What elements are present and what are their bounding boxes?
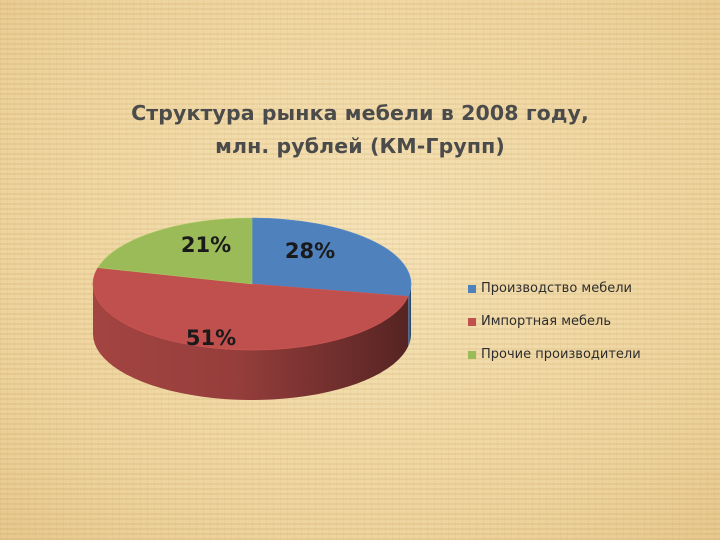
- data-label-production: 28%: [285, 239, 335, 263]
- chart-title-line-2: млн. рублей (КМ-Групп): [215, 134, 505, 158]
- legend-item-other: Прочие производители: [468, 338, 641, 371]
- pie-side-import: [93, 284, 409, 400]
- legend-item-production: Производство мебели: [468, 272, 641, 305]
- pie-side-production: [408, 284, 411, 347]
- pie-slice-other: [97, 217, 253, 285]
- chart-legend: Производство мебели Импортная мебель Про…: [468, 272, 641, 371]
- pie-slice-import: [92, 267, 409, 351]
- data-label-other: 21%: [181, 233, 231, 257]
- legend-label-import: Импортная мебель: [481, 314, 612, 329]
- legend-swatch-other: [468, 350, 476, 359]
- legend-swatch-production: [468, 284, 476, 293]
- legend-label-other: Прочие производители: [481, 347, 641, 362]
- chart-title-line-1: Структура рынка мебели в 2008 году,: [131, 101, 589, 125]
- data-label-import: 51%: [186, 326, 236, 350]
- legend-item-import: Импортная мебель: [468, 305, 641, 338]
- legend-swatch-import: [468, 317, 476, 326]
- legend-label-production: Производство мебели: [481, 281, 632, 296]
- pie-slice-production: [251, 217, 412, 297]
